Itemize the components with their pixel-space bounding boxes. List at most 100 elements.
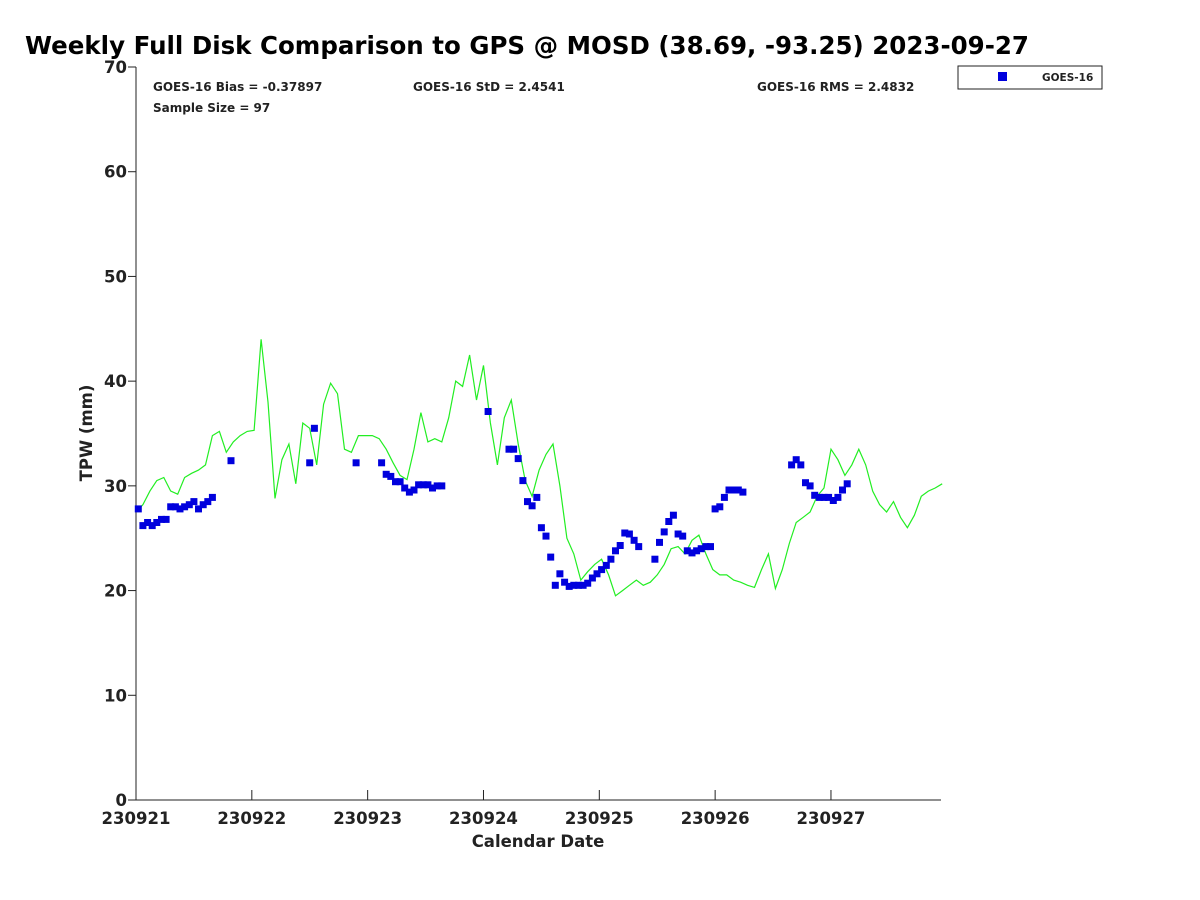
goes16-point <box>688 549 696 557</box>
goes16-point <box>551 581 559 589</box>
goes16-point <box>401 484 409 492</box>
gps-series <box>135 339 943 597</box>
goes16-point <box>533 493 541 501</box>
y-tick-label: 70 <box>104 58 127 77</box>
goes16-point <box>410 486 418 494</box>
goes16-point <box>651 555 659 563</box>
goes16-point <box>656 538 663 546</box>
goes16-point <box>158 515 165 523</box>
goes16-point <box>693 547 701 555</box>
goes16-point <box>575 581 582 589</box>
goes16-point <box>839 486 846 494</box>
y-tick-label: 10 <box>104 686 127 705</box>
goes16-point <box>396 478 404 486</box>
goes16-point <box>195 505 202 513</box>
goes16-point <box>734 486 742 494</box>
goes16-point <box>570 581 578 589</box>
stat-rms: GOES-16 RMS = 2.4832 <box>757 80 914 94</box>
goes16-point <box>584 579 592 587</box>
goes16-point <box>665 518 673 525</box>
goes16-point <box>711 505 719 513</box>
goes16-point <box>405 488 413 496</box>
goes16-point <box>528 502 536 510</box>
goes16-point <box>725 486 733 494</box>
goes16-series <box>134 408 851 590</box>
goes16-point <box>162 515 170 523</box>
x-tick-label: 230927 <box>797 809 866 828</box>
goes16-point <box>625 530 633 538</box>
goes16-point <box>797 461 805 469</box>
goes16-point <box>176 505 184 513</box>
goes16-point <box>199 501 207 509</box>
goes16-point <box>716 503 724 511</box>
goes16-point <box>616 542 624 549</box>
y-tick-label: 0 <box>116 791 127 810</box>
gps-line <box>135 339 943 597</box>
goes16-point <box>519 477 527 485</box>
y-ticks: 0 10 20 30 40 50 60 70 <box>104 58 136 810</box>
y-tick-label: 50 <box>104 267 127 286</box>
goes16-point <box>537 524 545 532</box>
goes16-point <box>415 481 423 489</box>
goes16-point <box>524 498 531 506</box>
goes16-point <box>788 461 796 469</box>
goes16-point <box>630 536 638 544</box>
legend: GOES-16 <box>957 65 1103 90</box>
goes16-point <box>561 578 569 586</box>
stat-std: GOES-16 StD = 2.4541 <box>413 80 565 94</box>
goes16-point <box>167 503 175 511</box>
goes16-point <box>438 482 446 490</box>
goes16-point <box>806 482 814 490</box>
x-tick-label: 230924 <box>449 809 518 828</box>
goes16-point <box>505 445 513 453</box>
goes16-point <box>607 555 615 563</box>
goes16-point <box>825 493 833 501</box>
goes16-point <box>802 479 809 487</box>
x-tick-label: 230926 <box>681 809 750 828</box>
x-axis-label: Calendar Date <box>472 832 605 851</box>
goes16-point <box>820 493 828 501</box>
x-tick-label: 230921 <box>102 809 171 828</box>
goes16-point <box>598 566 606 574</box>
goes16-point <box>185 501 193 509</box>
goes16-point <box>621 529 629 537</box>
goes16-point <box>484 408 492 415</box>
goes16-point <box>811 491 819 499</box>
legend-marker-goes16 <box>998 72 1007 81</box>
goes16-point <box>697 545 705 553</box>
goes16-point <box>739 488 747 496</box>
goes16-point <box>148 522 156 530</box>
stat-sample-size: Sample Size = 97 <box>153 101 270 115</box>
goes16-point <box>674 530 682 538</box>
goes16-point <box>547 553 555 561</box>
x-ticks: 230921 230922 230923 230924 230925 230926 2309… <box>102 790 866 828</box>
goes16-point <box>829 497 837 504</box>
goes16-point <box>593 570 601 578</box>
goes16-point <box>815 493 823 501</box>
goes16-point <box>352 459 360 467</box>
goes16-point <box>419 481 427 489</box>
goes16-point <box>134 505 142 513</box>
goes16-point <box>579 581 587 589</box>
goes16-point <box>660 528 668 536</box>
x-tick-label: 230922 <box>217 809 286 828</box>
goes16-point <box>227 457 235 465</box>
legend-box <box>957 65 1103 90</box>
goes16-point <box>306 459 314 467</box>
goes16-point <box>843 480 851 488</box>
goes16-point <box>669 511 677 519</box>
goes16-point <box>424 481 432 489</box>
goes16-point <box>834 493 842 501</box>
goes16-point <box>683 547 691 555</box>
axes <box>135 67 941 801</box>
goes16-point <box>510 445 518 453</box>
goes16-point <box>387 472 395 480</box>
goes16-point <box>181 503 189 511</box>
goes16-point <box>429 484 436 492</box>
goes16-point <box>556 570 564 578</box>
y-tick-label: 30 <box>104 477 127 496</box>
goes16-point <box>378 459 386 467</box>
goes16-point <box>792 456 800 464</box>
legend-label-goes16: GOES-16 <box>1042 72 1093 84</box>
goes16-point <box>588 574 596 582</box>
